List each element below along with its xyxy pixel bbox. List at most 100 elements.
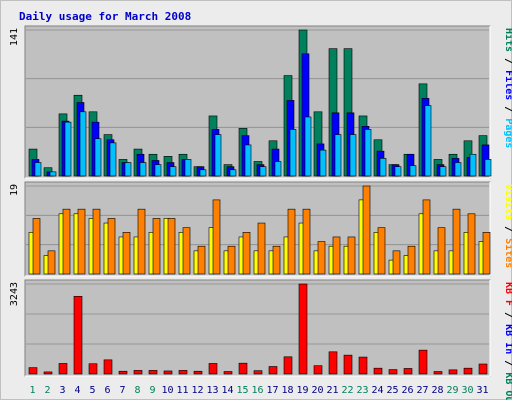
plot-area: [24, 279, 491, 377]
x-tick-label: 18: [281, 385, 293, 396]
bar-kb-f: [283, 356, 293, 375]
bar-pages: [184, 159, 192, 177]
bar-sites: [467, 213, 476, 275]
bar-sites: [362, 185, 371, 275]
bar-pages: [34, 162, 42, 177]
bar-pages: [244, 144, 252, 177]
bar-kb-f: [118, 370, 128, 375]
legend-separator: /: [503, 354, 512, 372]
legend-entry: Pages: [503, 118, 512, 148]
x-tick-label: 30: [461, 385, 473, 396]
bar-sites: [287, 208, 296, 275]
bar-kb-f: [133, 370, 143, 375]
x-tick-label: 2: [44, 385, 50, 396]
x-tick-label: 7: [119, 385, 125, 396]
legend-separator: /: [503, 220, 512, 238]
bar-pages: [94, 138, 102, 177]
x-tick-label: 25: [386, 385, 398, 396]
bar-pages: [169, 166, 177, 177]
bar-sites: [332, 236, 341, 275]
bar-pages: [79, 111, 87, 177]
bar-sites: [152, 218, 161, 275]
bar-pages: [454, 162, 462, 177]
bar-kb-f: [388, 369, 398, 375]
panel-2: 19 Visits / Sites: [9, 181, 512, 277]
bar-kb-f: [28, 367, 38, 375]
legend-entry: Hits: [503, 28, 512, 52]
bar-sites: [197, 245, 206, 275]
x-tick-label: 12: [191, 385, 203, 396]
bar-pages: [259, 166, 267, 177]
x-tick-label: 24: [371, 385, 383, 396]
bar-sites: [122, 232, 131, 275]
bar-sites: [482, 232, 491, 275]
legend-entry: Sites: [503, 238, 512, 268]
bar-kb-f: [178, 370, 188, 375]
bar-sites: [212, 199, 221, 275]
x-tick-label: 1: [29, 385, 35, 396]
bar-kb-f: [58, 363, 68, 375]
chart-title: Daily usage for March 2008: [19, 10, 191, 23]
x-tick-label: 14: [221, 385, 233, 396]
bar-kb-f: [448, 369, 458, 375]
x-tick-label: 28: [431, 385, 443, 396]
bar-sites: [77, 208, 86, 275]
bar-kb-f: [298, 283, 308, 375]
x-tick-label: 21: [326, 385, 338, 396]
x-tick-label: 23: [356, 385, 368, 396]
bar-pages: [124, 162, 132, 177]
bar-kb-f: [343, 354, 353, 375]
bar-sites: [302, 208, 311, 275]
x-tick-label: 4: [74, 385, 80, 396]
bar-sites: [437, 227, 446, 275]
legend-separator: /: [503, 52, 512, 70]
x-tick-label: 3: [59, 385, 65, 396]
bar-sites: [137, 208, 146, 275]
bar-sites: [242, 232, 251, 275]
legend-entry: Files: [503, 70, 512, 100]
x-tick-label: 13: [206, 385, 218, 396]
bar-pages: [109, 142, 117, 177]
legend-entry: KB F: [503, 282, 512, 306]
x-tick-label: 10: [161, 385, 173, 396]
bar-kb-f: [463, 367, 473, 375]
x-tick-label: 9: [149, 385, 155, 396]
legend-separator: /: [503, 306, 512, 324]
x-tick-label: 20: [311, 385, 323, 396]
bar-kb-f: [268, 366, 278, 375]
bar-kb-f: [418, 349, 428, 375]
x-tick-label: 31: [476, 385, 488, 396]
bar-pages: [379, 158, 387, 177]
bar-pages: [304, 116, 312, 177]
x-tick-label: 22: [341, 385, 353, 396]
bar-sites: [182, 227, 191, 275]
legend-entry: KB Out: [503, 372, 512, 400]
panel-legend: Hits / Files / Pages: [503, 28, 512, 148]
bar-kb-f: [313, 365, 323, 375]
bar-sites: [347, 236, 356, 275]
bar-pages: [484, 159, 492, 177]
bar-pages: [349, 134, 357, 177]
x-tick-label: 6: [104, 385, 110, 396]
bar-sites: [32, 218, 41, 275]
x-tick-label: 11: [176, 385, 188, 396]
bar-sites: [377, 227, 386, 275]
bar-pages: [469, 153, 477, 177]
bar-kb-f: [373, 367, 383, 375]
bar-kb-f: [238, 362, 248, 375]
bar-kb-f: [253, 370, 263, 375]
panel-legend: KB F / KB In / KB Out: [503, 282, 512, 400]
bar-kb-f: [103, 359, 113, 375]
panel-legend: Visits / Sites: [503, 184, 512, 268]
bar-pages: [439, 166, 447, 177]
bar-pages: [154, 164, 162, 177]
bar-kb-f: [73, 295, 83, 375]
bar-sites: [422, 199, 431, 275]
bar-kb-f: [148, 370, 158, 375]
x-tick-label: 15: [236, 385, 248, 396]
legend-entry: Visits: [503, 184, 512, 220]
bar-kb-f: [163, 370, 173, 375]
bar-pages: [199, 169, 207, 177]
bar-kb-f: [358, 356, 368, 375]
